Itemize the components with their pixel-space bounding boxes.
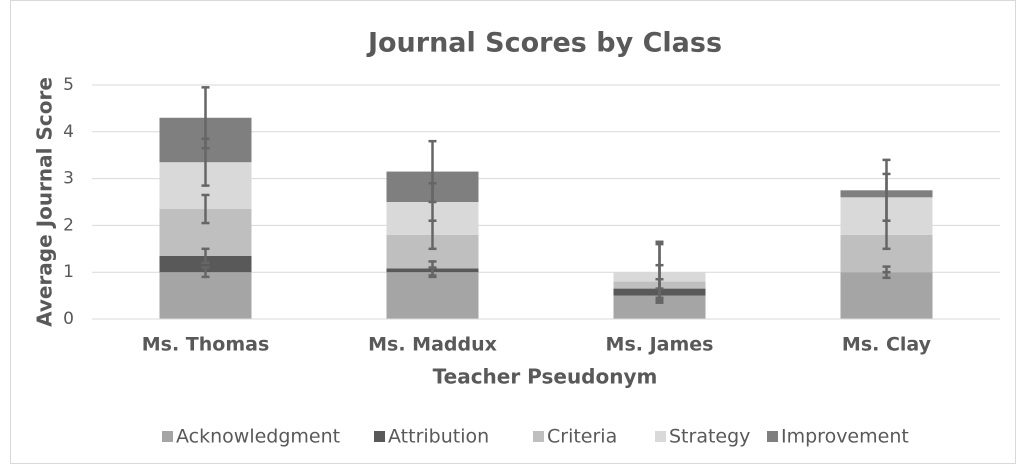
error-bar: [655, 240, 664, 304]
error-bar: [201, 86, 210, 150]
error-bar: [882, 158, 891, 222]
legend-label: Improvement: [781, 426, 909, 448]
y-tick-label: 4: [63, 122, 74, 142]
error-bar: [428, 260, 437, 277]
error-bar: [201, 193, 210, 225]
error-bar: [201, 247, 210, 265]
x-axis-title: Teacher Pseudonym: [433, 365, 658, 389]
chart-title: Journal Scores by Class: [366, 28, 722, 59]
y-tick-label: 3: [63, 169, 74, 189]
bar-segment: [386, 272, 479, 319]
legend-swatch: [162, 431, 173, 442]
error-bar: [428, 139, 437, 204]
x-tick-label: Ms. Clay: [842, 334, 932, 356]
y-tick-label: 5: [63, 75, 74, 95]
x-tick-label: Ms. Thomas: [142, 334, 270, 356]
legend-swatch: [533, 431, 544, 442]
error-bar: [201, 266, 210, 279]
legend-swatch: [655, 431, 666, 442]
bar-segment: [840, 272, 933, 319]
y-tick-label: 0: [63, 309, 74, 329]
legend-label: Strategy: [669, 426, 750, 448]
legend-swatch: [767, 431, 778, 442]
bar-segment: [613, 295, 706, 319]
legend-label: Acknowledgment: [176, 426, 340, 448]
x-tick-label: Ms. Maddux: [368, 334, 497, 356]
legend-label: Attribution: [388, 426, 489, 448]
legend-label: Criteria: [547, 426, 617, 448]
y-axis-title: Average Journal Score: [33, 77, 57, 327]
legend-swatch: [374, 431, 385, 442]
bar-segment: [159, 272, 252, 319]
y-tick-label: 2: [63, 215, 74, 235]
x-tick-label: Ms. James: [606, 334, 714, 356]
y-tick-label: 1: [63, 262, 74, 282]
